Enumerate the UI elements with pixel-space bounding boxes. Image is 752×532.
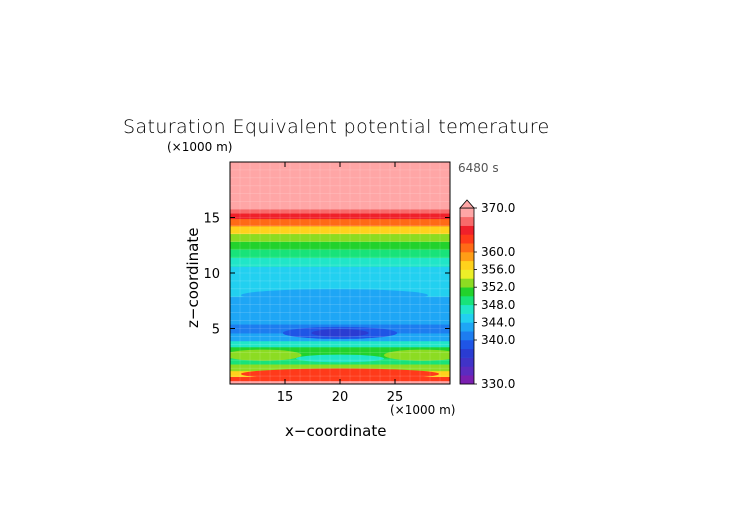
colorbar-tick-label: 344.0 [481, 315, 515, 329]
time-label: 6480 s [458, 161, 499, 175]
contour-band [230, 233, 450, 242]
contour-feature-low-warm-right [384, 349, 450, 361]
y-tick-label: 5 [212, 323, 220, 338]
contour-band [230, 162, 450, 185]
x-tick-label: 25 [387, 390, 404, 405]
colorbar-swatch [460, 296, 474, 306]
colorbar-swatch [460, 225, 474, 235]
colorbar-tick-label: 370.0 [481, 201, 515, 215]
y-unit-label: (×1000 m) [167, 140, 232, 154]
contour-band [230, 266, 450, 277]
chart-title: Saturation Equivalent potential temeratu… [123, 116, 550, 138]
colorbar-tick-label: 340.0 [481, 333, 515, 347]
colorbar-swatch [460, 348, 474, 358]
contour-feature-surface-warm [241, 368, 439, 380]
contour-band [230, 249, 450, 258]
colorbar-extend-arrow [459, 199, 475, 209]
plot-grid [230, 162, 450, 384]
colorbar: 330.0 340.0 344.0 348.0 352.0 356.0 360.0 370.0 [459, 199, 515, 391]
colorbar-swatch [460, 313, 474, 323]
y-axis-label: z−coordinate [184, 228, 202, 328]
y-tick-label: 10 [203, 267, 220, 282]
contour-band [230, 315, 450, 325]
contour-band [230, 275, 450, 287]
contour-band [230, 340, 450, 348]
colorbar-swatch [460, 234, 474, 244]
colorbar-swatch [460, 304, 474, 314]
contour-band [230, 364, 450, 372]
colorbar-swatch [460, 331, 474, 341]
colorbar-swatch [460, 366, 474, 376]
contour-band [230, 241, 450, 250]
x-unit-label: (×1000 m) [390, 403, 455, 417]
x-axis-label: x−coordinate [285, 422, 386, 440]
colorbar-swatch [460, 260, 474, 270]
contour-band [230, 213, 450, 220]
contour-band [230, 306, 450, 316]
colorbar-swatch [460, 357, 474, 367]
contour-feature-low-warm-left [230, 349, 302, 361]
x-tick-label: 20 [332, 390, 349, 405]
colorbar-swatch [460, 269, 474, 279]
colorbar-swatch [460, 322, 474, 332]
colorbar-swatch [460, 340, 474, 350]
colorbar-swatch [460, 375, 474, 385]
plot-area [230, 162, 450, 384]
colorbar-tick-label: 356.0 [481, 263, 515, 277]
y-tick-label: 15 [203, 212, 220, 227]
colorbar-tick-label: 348.0 [481, 298, 515, 312]
contour-band [230, 257, 450, 267]
contour-band [230, 218, 450, 227]
colorbar-tick-label: 330.0 [481, 377, 515, 391]
colorbar-swatch [460, 216, 474, 226]
colorbar-swatch [460, 278, 474, 288]
contour-band [230, 346, 450, 353]
colorbar-swatch [460, 208, 474, 218]
contour-feature-mid-band [241, 289, 428, 302]
colorbar-swatch [460, 252, 474, 262]
contour-band [230, 208, 450, 214]
contour-feature-low-cool-center [296, 354, 384, 363]
contour-band [230, 184, 450, 210]
contour-band [230, 296, 450, 307]
colorbar-tick-label: 352.0 [481, 280, 515, 294]
y-axis-ticks: 5 10 15 [203, 212, 450, 338]
x-tick-label: 15 [277, 390, 294, 405]
contour-band [230, 225, 450, 235]
colorbar-swatch [460, 243, 474, 253]
colorbar-swatch [460, 287, 474, 297]
x-axis-ticks: 15 20 25 [277, 162, 404, 405]
contour-feature-minimum-core-inner [311, 329, 369, 337]
colorbar-tick-label: 360.0 [481, 245, 515, 259]
